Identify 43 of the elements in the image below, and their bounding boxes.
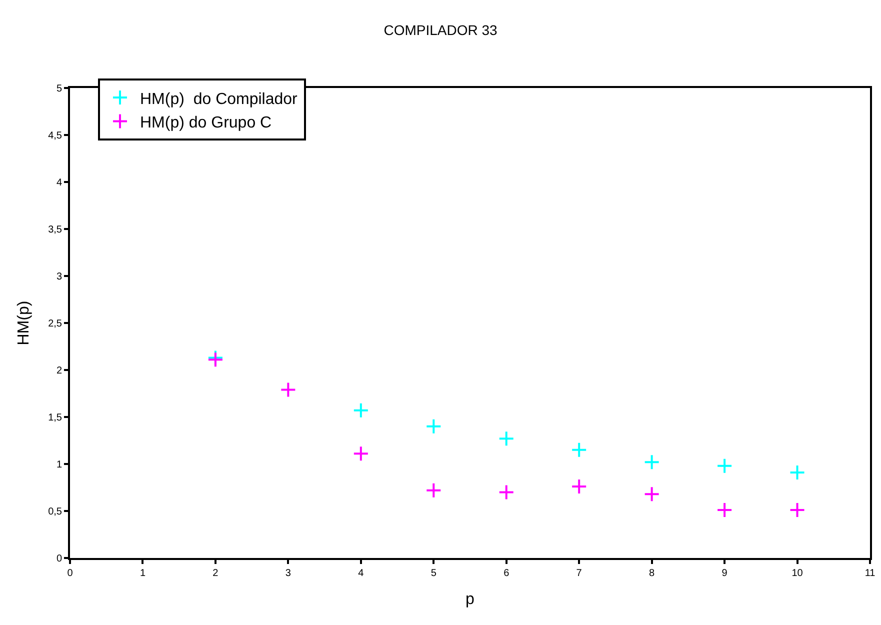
x-tick-label: 11 (864, 568, 876, 579)
x-tick-label: 5 (430, 568, 437, 579)
x-tick-label: 8 (649, 568, 656, 579)
point (644, 454, 660, 470)
x-tick-label: 2 (212, 568, 219, 579)
y-tick-label: 5 (56, 84, 62, 94)
point (498, 430, 514, 447)
point (280, 382, 296, 398)
y-tick-label: 2 (56, 366, 62, 376)
x-tick-label: 6 (504, 568, 510, 579)
y-tick-label: 1 (56, 460, 62, 470)
legend-label: HM(p) do Compilador (140, 90, 298, 108)
point (789, 502, 806, 518)
y-tick-label: 4 (56, 178, 62, 188)
x-tick-label: 7 (576, 568, 582, 579)
x-tick-label: 10 (792, 568, 804, 579)
y-tick-label: 3,5 (48, 224, 62, 236)
x-tick-label: 4 (358, 568, 364, 579)
point (571, 478, 588, 495)
y-tick-label: 2,5 (48, 318, 62, 330)
point (426, 482, 442, 498)
legend-label: HM(p) do Grupo C (140, 114, 272, 132)
x-tick-label: 3 (285, 568, 292, 579)
y-axis-title: HM(p) (15, 300, 32, 346)
point (644, 486, 660, 502)
x-tick-label: 1 (140, 568, 146, 579)
x-tick-label: 0 (67, 568, 74, 579)
y-tick-label: 0,5 (48, 506, 62, 518)
x-axis-title: p (466, 591, 475, 608)
y-tick-label: 0 (56, 554, 62, 564)
chart-title: COMPILADOR 33 (384, 22, 498, 38)
point (352, 446, 369, 462)
point (789, 464, 806, 480)
point (571, 442, 588, 458)
point (498, 484, 514, 500)
point (352, 402, 369, 418)
y-tick-label: 3 (56, 272, 62, 282)
point (426, 418, 442, 434)
y-tick-label: 4,5 (48, 130, 62, 142)
point (716, 458, 733, 474)
x-tick-label: 9 (722, 568, 728, 579)
y-tick-label: 1,5 (48, 412, 62, 424)
point (716, 502, 733, 518)
